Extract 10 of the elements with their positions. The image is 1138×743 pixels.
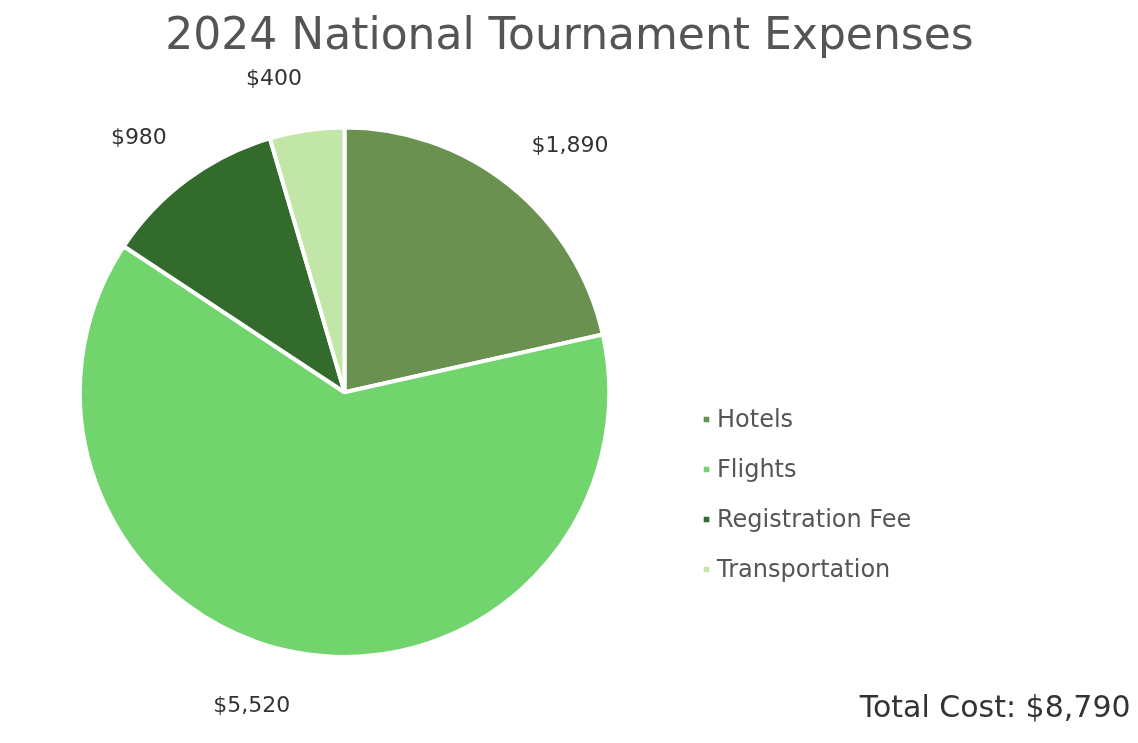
chart-title: 2024 National Tournament Expenses — [165, 7, 974, 59]
legend-label: Hotels — [717, 405, 794, 433]
legend-label: Registration Fee — [717, 505, 912, 533]
legend-label: Flights — [717, 455, 797, 483]
data-label: $400 — [245, 65, 302, 91]
data-label: $1,890 — [531, 131, 609, 157]
text: Total Cost: $8,790 — [858, 689, 1131, 725]
legend-label: Transportation — [717, 555, 891, 583]
data-label: $980 — [110, 124, 167, 150]
data-label: $5,520 — [213, 692, 291, 718]
